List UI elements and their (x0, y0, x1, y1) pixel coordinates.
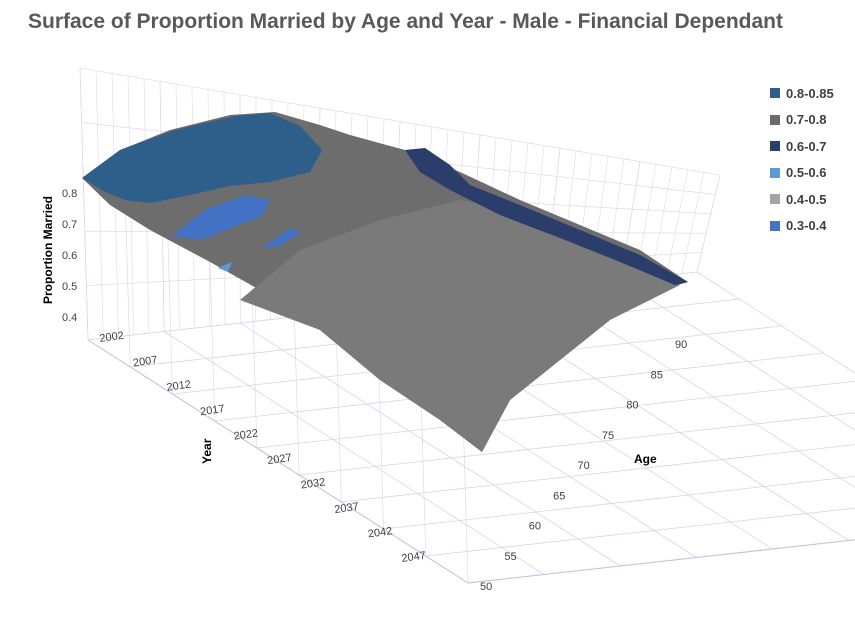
legend-item: 0.8-0.85 (770, 80, 834, 107)
age-tick-label: 75 (602, 430, 614, 442)
z-tick-label: 0.4 (62, 312, 77, 324)
surface-region-0.8-0.85 (82, 113, 322, 203)
age-axis-ticks: 50 55 60 65 70 75 80 85 90 (480, 339, 687, 593)
age-tick-label: 90 (675, 339, 687, 351)
year-tick-label: 2007 (132, 354, 158, 369)
year-tick-label: 2012 (166, 379, 192, 394)
z-tick-label: 0.5 (62, 281, 77, 293)
legend-item: 0.5-0.6 (770, 160, 834, 187)
z-tick-label: 0.8 (62, 188, 77, 200)
legend-label: 0.4-0.5 (786, 191, 827, 207)
year-tick-label: 2032 (300, 476, 326, 491)
legend-item: 0.3-0.4 (770, 213, 834, 240)
z-axis-ticks: 0.8 0.7 0.6 0.5 0.4 (62, 188, 77, 324)
legend-label: 0.8-0.85 (786, 85, 834, 101)
age-tick-label: 65 (553, 490, 565, 502)
legend-label: 0.3-0.4 (786, 218, 827, 234)
year-axis-ticks: 2002 2007 2012 2017 2022 2027 2032 2037 2042 2047 (99, 330, 427, 565)
legend-swatch (770, 114, 780, 125)
age-tick-label: 70 (578, 460, 590, 472)
surface-region-0.4-0.5 (240, 200, 680, 452)
surface-region-0.5-0.6 (218, 262, 232, 272)
year-tick-label: 2042 (367, 525, 393, 540)
surface-region-0.3-0.4 (262, 228, 302, 248)
legend-swatch (770, 141, 780, 152)
z-axis-title: Proportion Married (41, 196, 55, 304)
legend-swatch (770, 220, 780, 231)
chart-legend: 0.8-0.85 0.7-0.8 0.6-0.7 0.5-0.6 0.4-0.5 0.3-… (770, 80, 834, 239)
age-tick-label: 50 (480, 581, 492, 593)
age-axis-title: Age (634, 452, 657, 466)
age-tick-label: 80 (626, 400, 638, 412)
z-tick-label: 0.7 (62, 219, 77, 231)
legend-swatch (770, 194, 780, 205)
legend-swatch (770, 167, 780, 178)
legend-label: 0.7-0.8 (786, 112, 827, 128)
age-tick-label: 60 (529, 521, 541, 533)
chart-title: Surface of Proportion Married by Age and… (28, 10, 783, 33)
grid-lines (79, 67, 855, 584)
surface-region-0.6-0.7 (405, 148, 688, 285)
year-tick-label: 2047 (401, 550, 427, 565)
legend-item: 0.4-0.5 (770, 186, 834, 213)
year-tick-label: 2037 (334, 501, 360, 516)
legend-label: 0.5-0.6 (786, 165, 827, 181)
year-tick-label: 2017 (199, 403, 225, 418)
year-tick-label: 2002 (99, 330, 125, 345)
age-tick-label: 55 (504, 551, 516, 563)
legend-label: 0.6-0.7 (786, 138, 827, 154)
surface-region-0.3-0.4 (172, 195, 270, 240)
legend-item: 0.7-0.8 (770, 107, 834, 134)
legend-item: 0.6-0.7 (770, 133, 834, 160)
year-axis-title: Year (200, 438, 214, 464)
year-tick-label: 2022 (233, 427, 259, 442)
age-tick-label: 85 (651, 369, 663, 381)
surface-plot (82, 112, 688, 452)
legend-swatch (770, 88, 780, 99)
z-tick-label: 0.6 (62, 250, 77, 262)
year-tick-label: 2027 (267, 452, 293, 467)
